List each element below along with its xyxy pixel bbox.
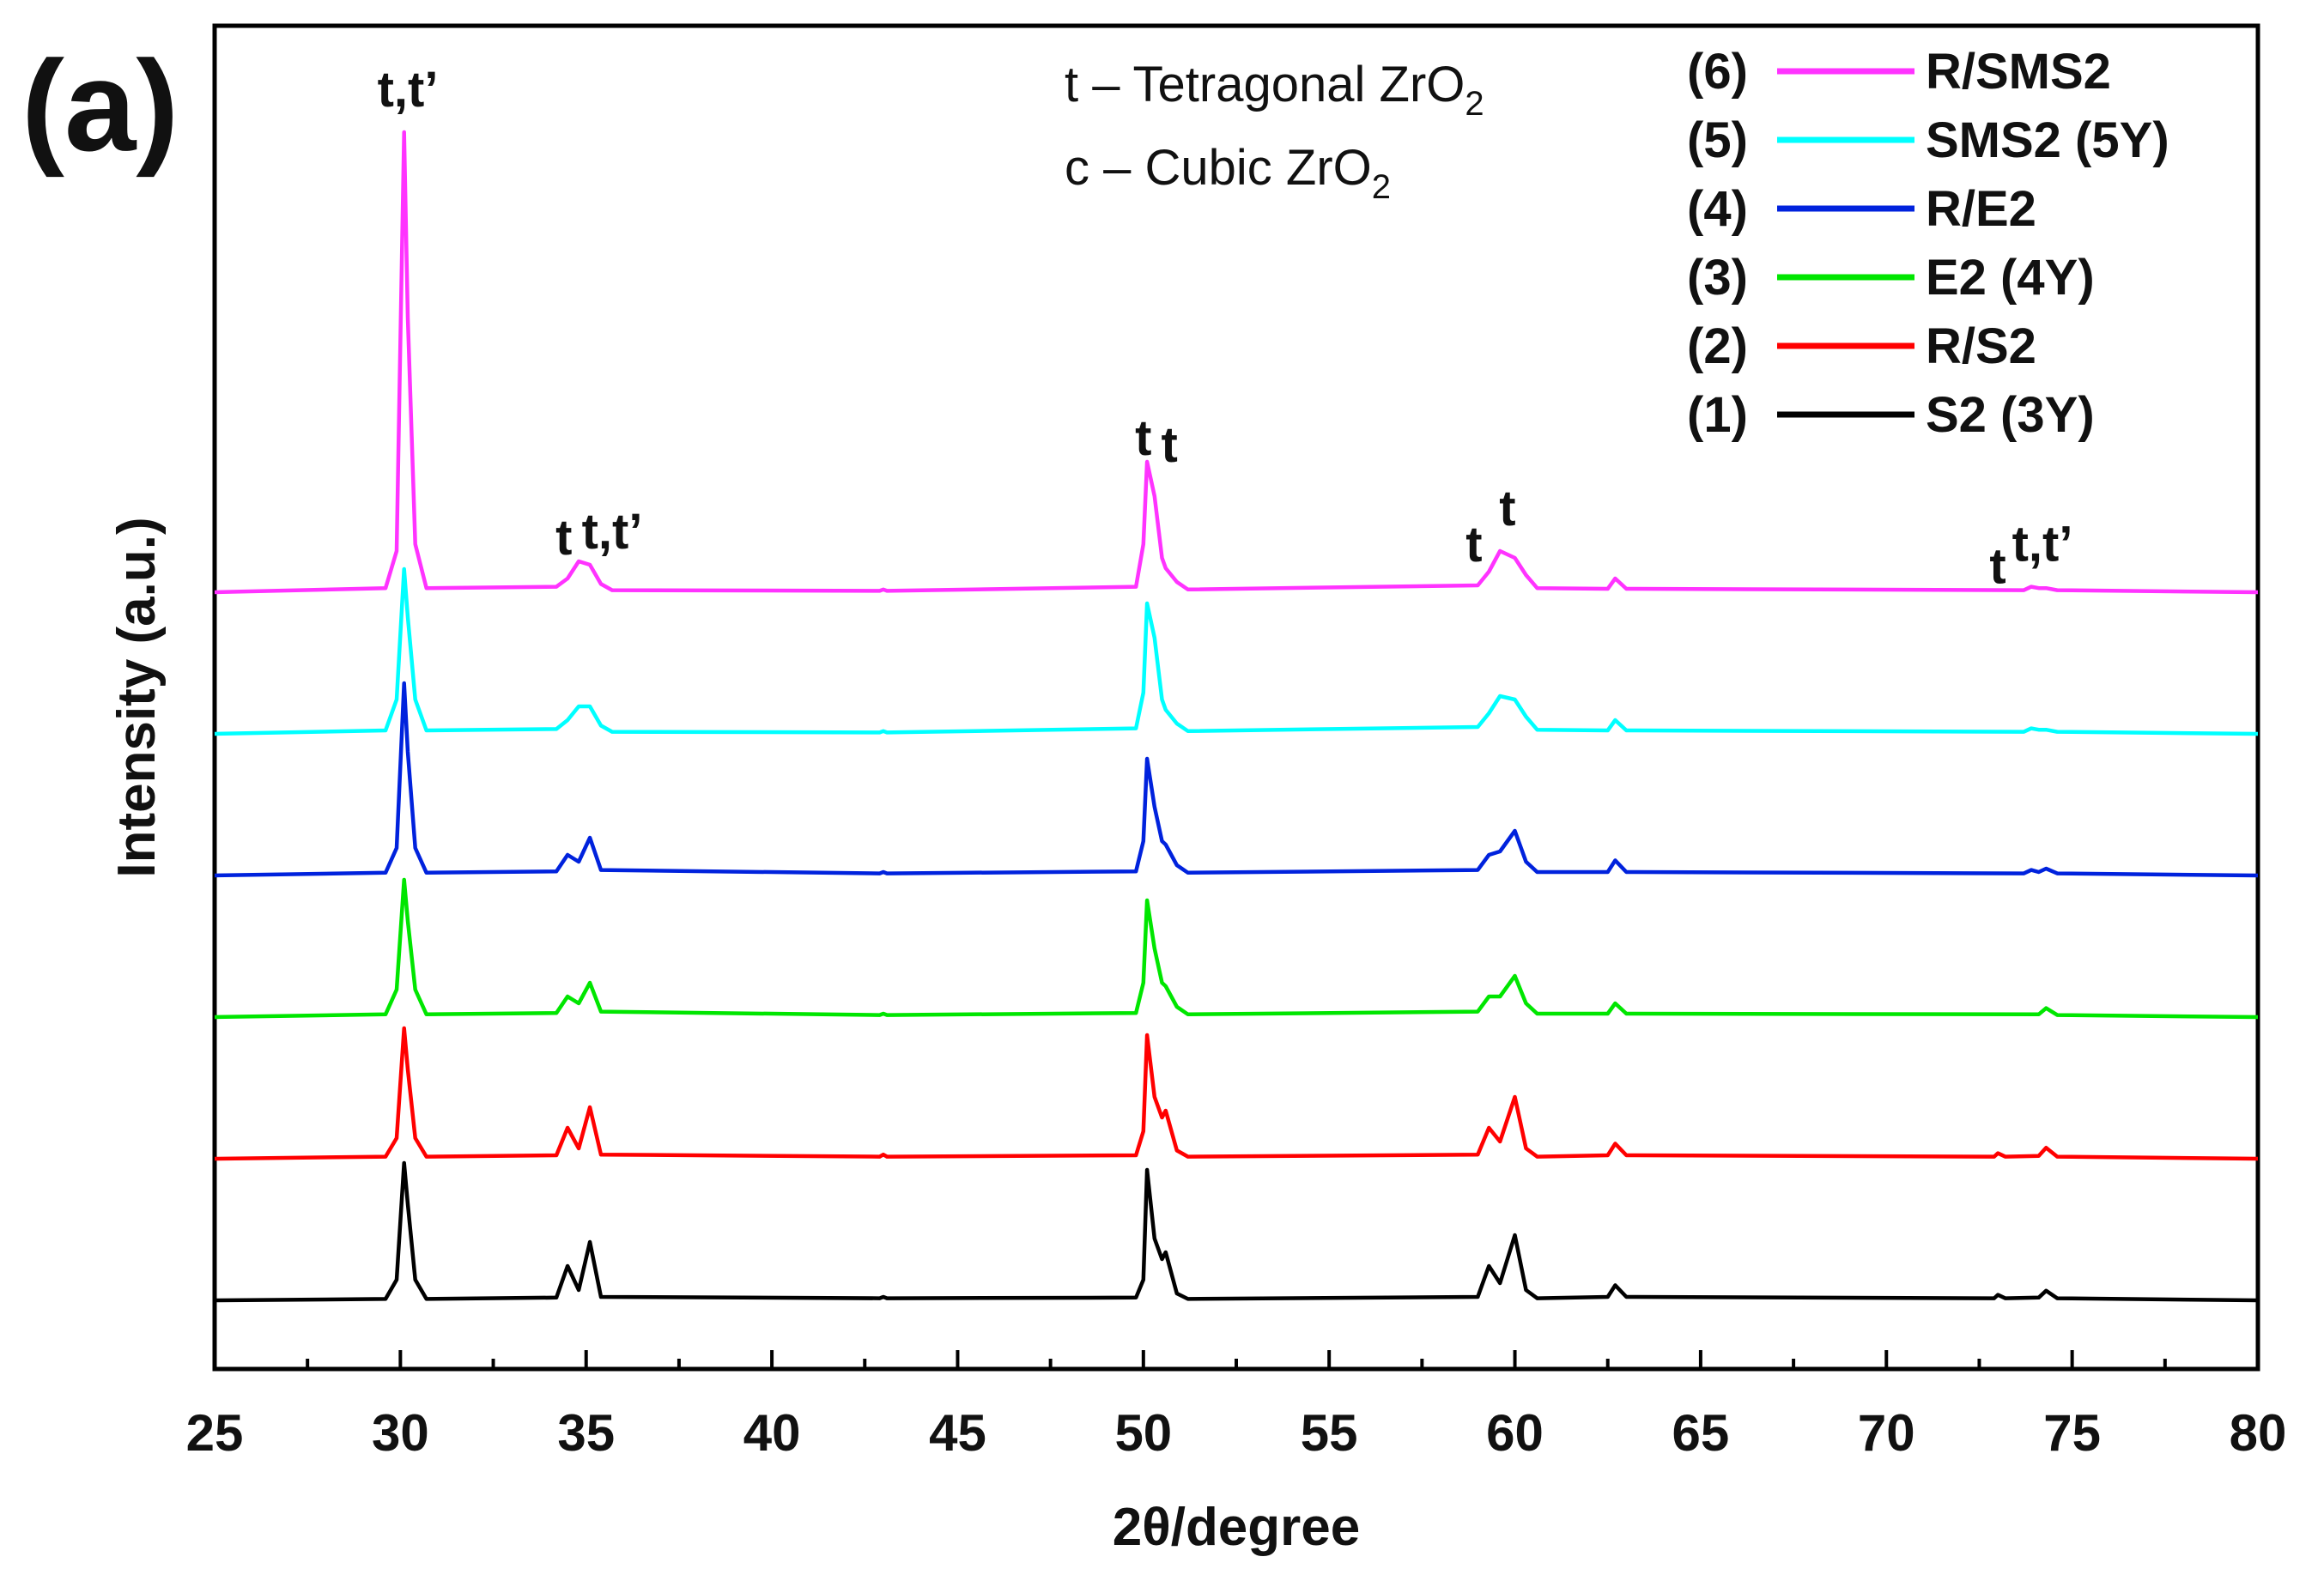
x-tick-label: 25 [186, 1404, 244, 1462]
x-tick-label: 75 [2043, 1404, 2101, 1462]
phase-note-subscript: 2 [1372, 168, 1391, 206]
x-tick-label: 70 [1858, 1404, 1915, 1462]
x-tick-label: 60 [1486, 1404, 1544, 1462]
x-tick-label: 40 [743, 1404, 801, 1462]
series-line-1 [214, 1160, 2259, 1303]
series-line-3 [214, 877, 2259, 1020]
legend-label: R/S2 [1926, 318, 2036, 374]
series-line-4 [214, 681, 2259, 878]
series-layer [214, 130, 2259, 1303]
phase-note-subscript: 2 [1465, 85, 1484, 123]
legend-label: R/SMS2 [1926, 44, 2111, 100]
peak-label: t,t’ [582, 504, 643, 560]
x-tick-label: 65 [1672, 1404, 1730, 1462]
x-tick-label: 35 [557, 1404, 615, 1462]
x-tick-label: 55 [1301, 1404, 1358, 1462]
peak-label: t [1499, 481, 1515, 536]
x-tick-label: 50 [1114, 1404, 1172, 1462]
x-tick-label: 30 [372, 1404, 429, 1462]
legend-label: SMS2 (5Y) [1926, 112, 2169, 168]
legend-number: (1) [1687, 387, 1748, 443]
peak-label: t [1465, 517, 1482, 572]
legend-number: (3) [1687, 250, 1748, 306]
peak-label: t [1135, 410, 1151, 466]
peak-label: t [555, 510, 572, 566]
series-line-2 [214, 1026, 2259, 1161]
legend-number: (4) [1687, 181, 1748, 237]
phase-note: c – Cubic ZrO2 [1065, 140, 1391, 206]
x-tick-label: 80 [2230, 1404, 2287, 1462]
peak-label: t [1989, 538, 2005, 594]
peak-label: t [1161, 417, 1177, 473]
legend-number: (2) [1687, 318, 1748, 374]
legend-label: E2 (4Y) [1926, 250, 2095, 306]
legend-label: S2 (3Y) [1926, 387, 2095, 443]
y-axis-title: Intensity (a.u.) [107, 517, 167, 877]
x-tick-label: 45 [929, 1404, 986, 1462]
phase-note: t – Tetragonal ZrO2 [1065, 57, 1484, 123]
legend-number: (5) [1687, 112, 1748, 168]
peak-label: t,t’ [378, 62, 439, 118]
legend: (6) R/SMS2 (5) SMS2 (5Y) (4) R/E2 (3) E2 (4Y) (2… [1687, 44, 2169, 443]
peak-label: t,t’ [2012, 517, 2073, 572]
legend-label: R/E2 [1926, 181, 2036, 237]
series-line-5 [214, 566, 2259, 736]
legend-number: (6) [1687, 44, 1748, 100]
panel-label: (a) [21, 33, 179, 178]
phase-notes: t – Tetragonal ZrO2 c – Cubic ZrO2 [1065, 57, 1484, 206]
series-line-6 [214, 130, 2259, 595]
axes: 25 30 35 40 45 50 55 60 65 70 75 80 2θ/degree Intensi… [107, 517, 2286, 1557]
x-axis-title: 2θ/degree [1113, 1498, 1361, 1557]
